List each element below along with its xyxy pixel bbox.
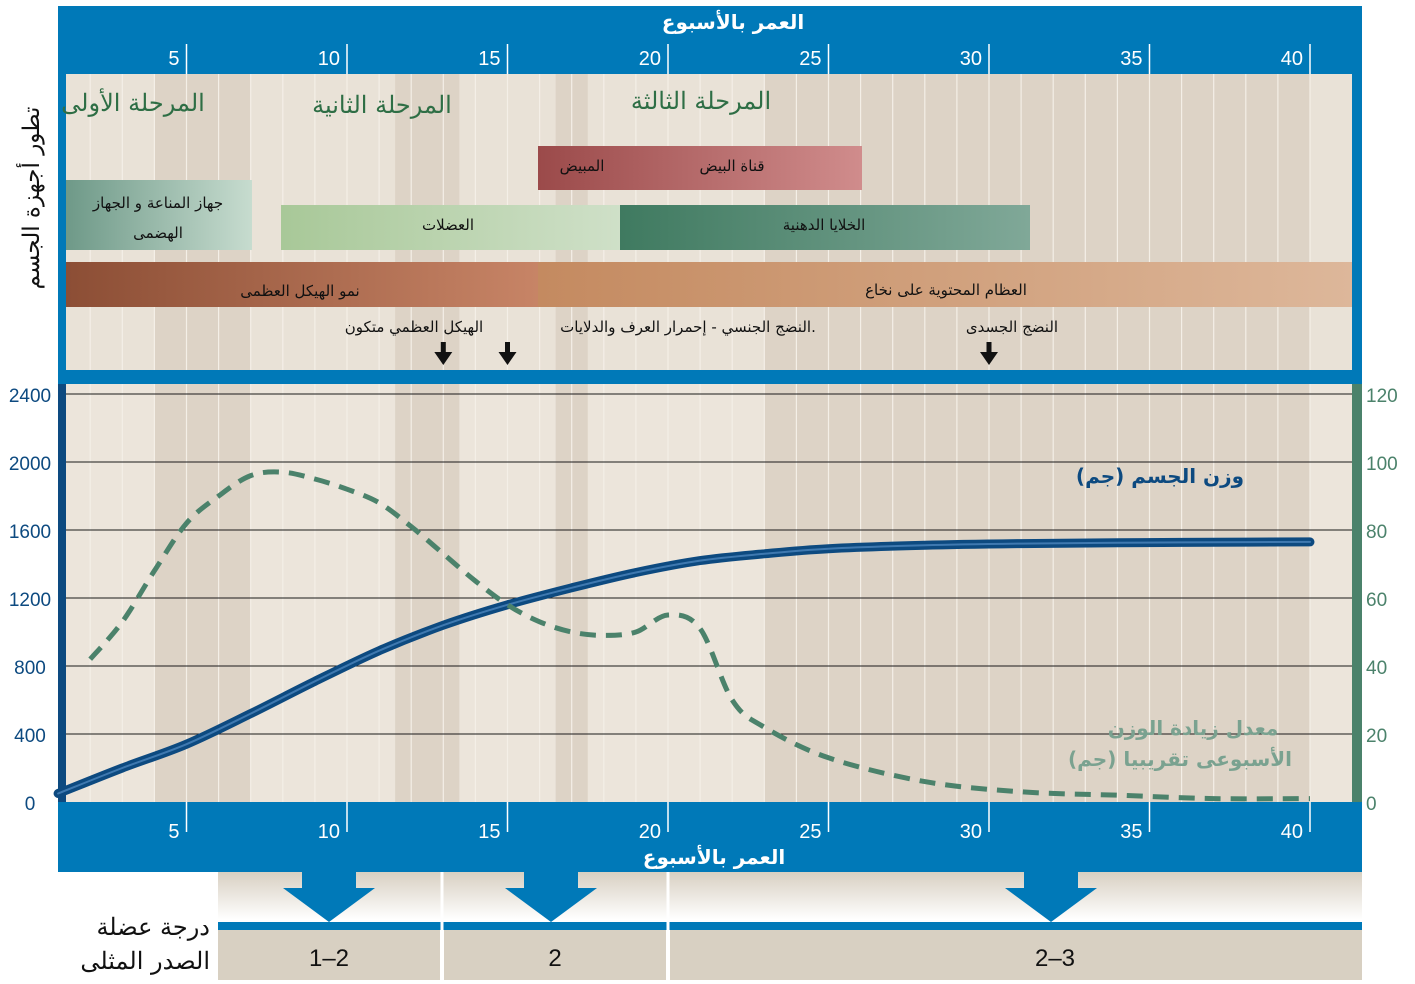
side-title: تطور أجهزة الجسم (19, 106, 45, 290)
events-layer: الهيكل العظمي متكون .النضج الجنسي - إحمرا… (345, 318, 1058, 365)
event-label: النضج الجسدى (966, 318, 1058, 336)
stage-2-label: المرحلة الثانية (312, 91, 452, 119)
top-tick-label: 25 (799, 48, 821, 70)
grade-cell-1 (218, 930, 440, 980)
event-arrow-head (434, 352, 453, 365)
right-axis-rail (1352, 384, 1362, 802)
top-tick-label: 35 (1120, 48, 1142, 70)
bottom-tick-label: 20 (639, 821, 661, 843)
marrow-bar (538, 262, 1352, 307)
chart-shade-band (395, 384, 460, 802)
top-tick-label: 20 (639, 48, 661, 70)
skeleton-bar (66, 262, 538, 307)
event-label: .النضج الجنسي - إحمرار العرف والدلايات (560, 318, 816, 337)
grade-cell-3 (670, 930, 1362, 980)
left-tick-label: 1200 (9, 590, 51, 611)
muscles-bar (281, 205, 621, 250)
grade-value-1: 1–2 (309, 945, 349, 972)
top-tick-label: 5 (168, 48, 179, 70)
weight-series-highlight (57, 540, 1311, 795)
stage-3-label: المرحلة الثالثة (631, 87, 771, 115)
event-arrow-shaft (505, 342, 510, 354)
left-tick-label: 2000 (9, 454, 51, 475)
grade-arrow-2 (505, 872, 597, 922)
right-tick-label: 40 (1366, 658, 1387, 679)
right-tick-label: 60 (1366, 590, 1387, 611)
event-label: الهيكل العظمي متكون (345, 318, 483, 337)
gain-series-label-2: الأسبوعى تقريبيا (جم) (1068, 746, 1292, 771)
right-axis-ticks: 0 20 40 60 80 100 120 (1366, 386, 1398, 815)
chart-shade-band (764, 384, 1310, 802)
chart-stripes (89, 384, 1311, 802)
grade-arrow-1 (283, 872, 375, 922)
grade-value-2: 2 (548, 945, 561, 972)
right-tick-label: 20 (1366, 726, 1387, 747)
left-tick-label: 1600 (9, 522, 51, 543)
bottom-tick-label: 40 (1281, 821, 1303, 843)
top-axis-label: العمر بالأسبوع (662, 9, 804, 34)
grade-title: درجة عضلة الصدر المثلى (40, 910, 210, 978)
bottom-axis-band (58, 802, 1362, 872)
marrow-label: العظام المحتوية على نخاع (865, 281, 1027, 299)
top-tick-label: 40 (1281, 48, 1303, 70)
grade-title-line-1: درجة عضلة (96, 913, 210, 941)
series-layer (53, 469, 1315, 802)
bottom-tick-label: 5 (168, 821, 179, 843)
right-tick-label: 120 (1366, 386, 1398, 407)
event-arrow-shaft (440, 342, 446, 354)
grid-lines (66, 393, 1352, 735)
bottom-tick-label: 10 (318, 821, 340, 843)
right-tick-label: 80 (1366, 522, 1387, 543)
right-tick-label: 0 (1366, 794, 1377, 815)
right-tick-label: 100 (1366, 454, 1398, 475)
left-axis-rail (58, 384, 66, 802)
bottom-tick-label: 15 (478, 821, 500, 843)
top-tick-label: 10 (318, 48, 340, 70)
left-tick-label: 800 (14, 658, 46, 679)
stage-1-label: المرحلة الأولى (61, 87, 205, 117)
bottom-tick-label: 30 (960, 821, 982, 843)
immune-bar (66, 180, 252, 250)
fat-label: الخلايا الدهنية (783, 216, 866, 234)
gain-series-line (88, 469, 1311, 802)
muscles-label: العضلات (422, 216, 474, 234)
oviduct-bar (538, 146, 862, 190)
top-axis-band (58, 6, 1362, 74)
event-arrow-head (498, 352, 517, 365)
fat-bar (620, 205, 1030, 250)
event-arrow-head (980, 352, 998, 365)
immune-label-1: جهاز المناعة و الجهاز (92, 194, 223, 212)
ovary-label: المبيض (560, 157, 605, 175)
bottom-tick-label: 35 (1120, 821, 1142, 843)
left-tick-label: 400 (14, 726, 46, 747)
bottom-week-ticks: 5 10 15 20 25 30 35 40 (168, 802, 1311, 843)
left-tick-label: 0 (25, 794, 36, 815)
grade-value-3: 2–3 (1035, 945, 1075, 972)
grade-divider-bar (218, 922, 1362, 930)
left-axis-ticks: 0 400 800 1200 1600 2000 2400 (9, 386, 51, 815)
oviduct-label: قناة البيض (699, 157, 764, 175)
bottom-tick-label: 25 (799, 821, 821, 843)
top-week-ticks: 5 10 15 20 25 30 35 40 (168, 44, 1311, 74)
gain-series-label-1: معدل زيادة الوزن (1108, 716, 1279, 740)
grade-cell-2 (444, 930, 666, 980)
left-tick-label: 2400 (9, 386, 51, 407)
top-tick-label: 15 (478, 48, 500, 70)
grade-gradient-band (218, 872, 1362, 920)
skeleton-label: نمو الهيكل العظمى (240, 282, 359, 300)
middle-separator (58, 370, 1362, 384)
grade-title-line-2: الصدر المثلى (80, 947, 210, 975)
immune-label-2: الهضمى (133, 224, 183, 242)
grade-arrow-3 (1005, 872, 1097, 922)
event-arrow-shaft (986, 342, 992, 354)
bottom-axis-label: العمر بالأسبوع (643, 844, 785, 869)
top-tick-label: 30 (960, 48, 982, 70)
weight-series-label: وزن الجسم (جم) (1076, 464, 1244, 488)
